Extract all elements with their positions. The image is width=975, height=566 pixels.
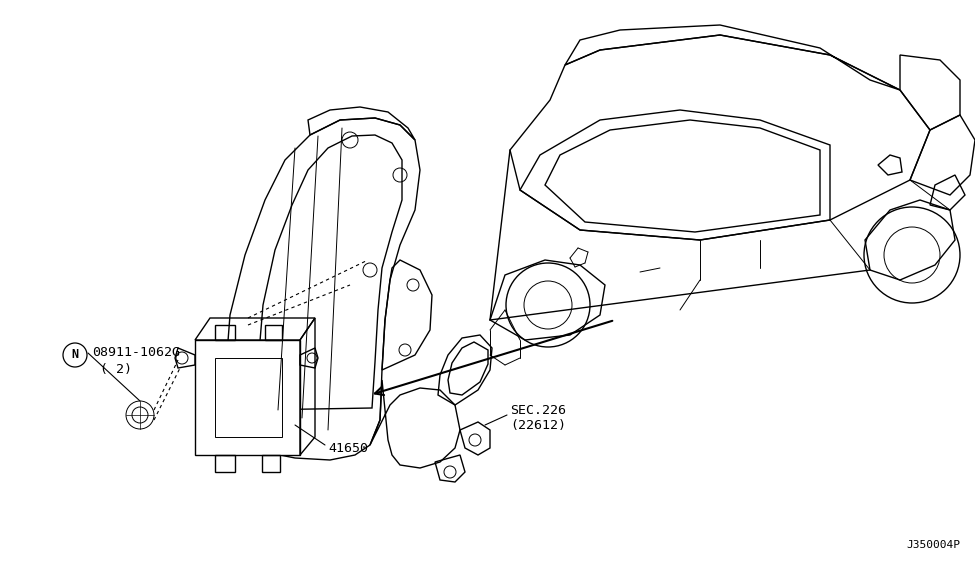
Text: N: N	[71, 349, 79, 362]
Text: 08911-1062G: 08911-1062G	[92, 346, 180, 359]
Polygon shape	[195, 340, 300, 455]
Text: ( 2): ( 2)	[100, 363, 132, 376]
Text: 41650: 41650	[328, 441, 368, 454]
Text: SEC.226: SEC.226	[510, 404, 566, 417]
Text: J350004P: J350004P	[906, 540, 960, 550]
Text: (22612): (22612)	[510, 418, 566, 431]
